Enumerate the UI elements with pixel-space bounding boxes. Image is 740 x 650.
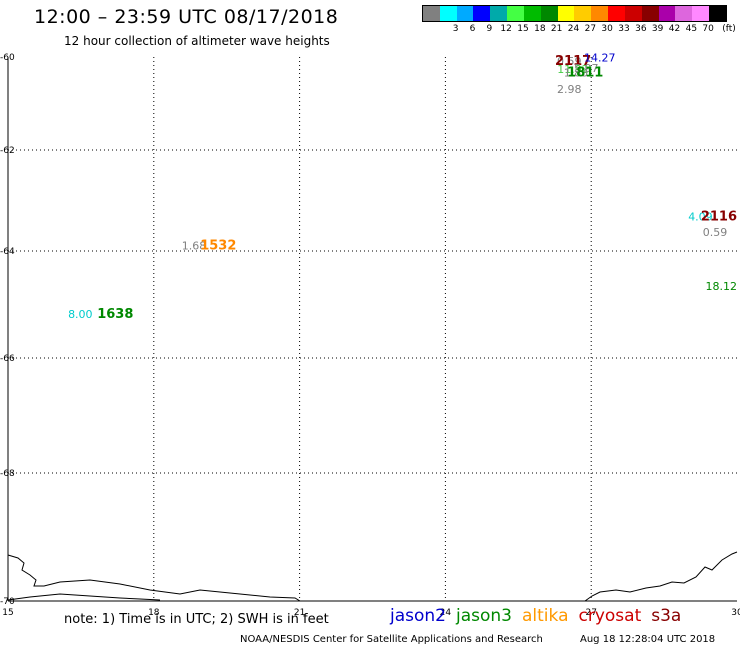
legend-swatch xyxy=(574,6,592,21)
wave-height-label: 5.97 xyxy=(574,62,599,75)
legend-swatch xyxy=(675,6,693,21)
legend-label: 21 xyxy=(550,24,563,34)
legend-swatch xyxy=(523,6,541,21)
legend-label: 3 xyxy=(452,24,459,34)
lon-tick-label: 15 xyxy=(2,608,13,618)
wave-period-label: 2117 xyxy=(555,54,591,69)
lat-tick-label: -70 xyxy=(0,597,15,607)
wave-height-label: 2.98 xyxy=(557,83,582,96)
legend-swatch xyxy=(709,6,726,21)
lon-tick-label: 21 xyxy=(294,608,305,618)
lon-tick-label: 27 xyxy=(585,608,596,618)
wave-height-label: 4.09 xyxy=(688,211,713,224)
lat-tick-label: -64 xyxy=(0,247,15,257)
coastline-left-inner xyxy=(7,593,161,601)
wave-height-label: 0.59 xyxy=(557,55,582,68)
coastline-right xyxy=(584,551,738,602)
wave-period-label: 1532 xyxy=(200,238,236,253)
lat-tick-label: -68 xyxy=(0,469,15,479)
legend-label: 27 xyxy=(584,24,597,34)
satellite-jason3: jason3 xyxy=(456,606,512,626)
antarctic-coastline xyxy=(7,551,738,602)
legend-swatch xyxy=(624,6,642,21)
legend-label: 30 xyxy=(601,24,613,34)
lat-tick-label: -66 xyxy=(0,354,15,364)
generated-timestamp: Aug 18 12:28:04 UTC 2018 xyxy=(580,634,716,645)
legend-swatch xyxy=(557,6,575,21)
footer-note: note: 1) Time is in UTC; 2) SWH is in fe… xyxy=(64,612,329,627)
satellite-jason2: jason2 xyxy=(390,606,446,626)
color-scale-legend: 3 6 9 12 15 18 21 24 27 30 33 36 39 42 45 70 (ft) xyxy=(422,5,738,37)
legend-label: 70 xyxy=(702,24,714,34)
wave-height-label: 0.59 xyxy=(703,226,728,239)
legend-swatch xyxy=(439,6,457,21)
legend-label: 39 xyxy=(651,24,664,34)
legend-swatch xyxy=(591,6,609,21)
legend-label: 36 xyxy=(635,24,647,34)
observation-labels: 0.59211714.2711.925.971.8318112.984.0921… xyxy=(68,52,737,322)
lat-tick-label: -60 xyxy=(0,53,15,63)
legend-swatch xyxy=(507,6,524,21)
legend-label: 18 xyxy=(534,24,546,34)
legend-swatch xyxy=(473,6,491,21)
wave-height-label: 8.00 xyxy=(68,308,93,321)
wave-height-label: 11.92 xyxy=(557,63,589,76)
legend-label: 6 xyxy=(469,24,476,34)
legend-swatch-bar xyxy=(422,5,727,22)
legend-swatch xyxy=(540,6,558,21)
legend-label: 42 xyxy=(668,24,681,34)
legend-unit: (ft) xyxy=(722,24,736,34)
legend-label: 9 xyxy=(486,24,493,34)
legend-label: 33 xyxy=(618,24,630,34)
legend-swatch xyxy=(490,6,508,21)
lat-tick-label: -62 xyxy=(0,146,15,156)
legend-label: 45 xyxy=(685,24,698,34)
legend-label: 15 xyxy=(517,24,529,34)
legend-label: 24 xyxy=(567,24,580,34)
legend-label-row: 3 6 9 12 15 18 21 24 27 30 33 36 39 42 45 70 (ft) xyxy=(422,22,738,36)
satellite-legend: jason2 jason3 altika cryosat s3a xyxy=(390,606,691,626)
wave-period-label: 2116 xyxy=(701,210,737,225)
graticule: 15 18 21 24 27 30 -60 -62 -64 -66 -68 -70 xyxy=(0,53,740,618)
lon-tick-label: 30 xyxy=(731,608,740,618)
page-title: 12:00 – 23:59 UTC 08/17/2018 xyxy=(34,6,339,28)
coastline-left xyxy=(7,554,301,602)
wave-period-label: 1811 xyxy=(567,66,603,81)
wave-height-label: 18.12 xyxy=(706,280,738,293)
satellite-altika: altika xyxy=(522,606,569,626)
legend-swatch xyxy=(423,6,440,21)
page-subtitle: 12 hour collection of altimeter wave hei… xyxy=(64,34,330,48)
legend-swatch xyxy=(456,6,474,21)
legend-swatch xyxy=(608,6,625,21)
lon-tick-label: 24 xyxy=(440,608,452,618)
legend-swatch xyxy=(658,6,676,21)
wave-period-label: 1638 xyxy=(97,307,133,322)
satellite-s3a: s3a xyxy=(651,606,682,626)
lon-tick-label: 18 xyxy=(148,608,160,618)
wave-height-label: 14.27 xyxy=(584,52,616,65)
legend-swatch xyxy=(641,6,659,21)
legend-label: 12 xyxy=(500,24,512,34)
wave-height-label: 1.83 xyxy=(564,67,589,80)
legend-swatch xyxy=(692,6,710,21)
satellite-cryosat: cryosat xyxy=(578,606,642,626)
wave-height-label: 1.68 xyxy=(182,239,207,252)
credit-line: NOAA/NESDIS Center for Satellite Applica… xyxy=(240,634,543,645)
